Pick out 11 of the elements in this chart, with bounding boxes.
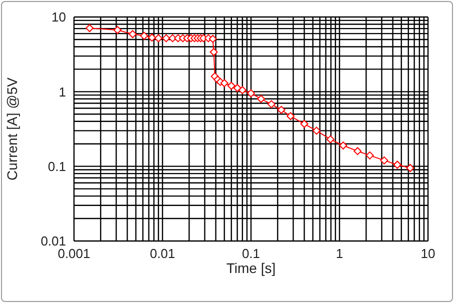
y-tick-label: 0.1 bbox=[48, 158, 66, 174]
x-tick-label: 0.01 bbox=[150, 246, 176, 262]
x-tick-label: 0.001 bbox=[58, 246, 90, 262]
x-axis-title: Time [s] bbox=[226, 260, 276, 276]
y-tick-label: 10 bbox=[52, 10, 66, 25]
y-tick-label: 0.01 bbox=[40, 234, 66, 249]
y-tick-label: 1 bbox=[58, 84, 66, 100]
x-tick-label: 10 bbox=[420, 246, 436, 262]
y-axis-title: Current [A] @5V bbox=[4, 76, 20, 180]
x-tick-label: 1 bbox=[336, 246, 344, 262]
x-tick-label: 0.1 bbox=[242, 246, 260, 262]
